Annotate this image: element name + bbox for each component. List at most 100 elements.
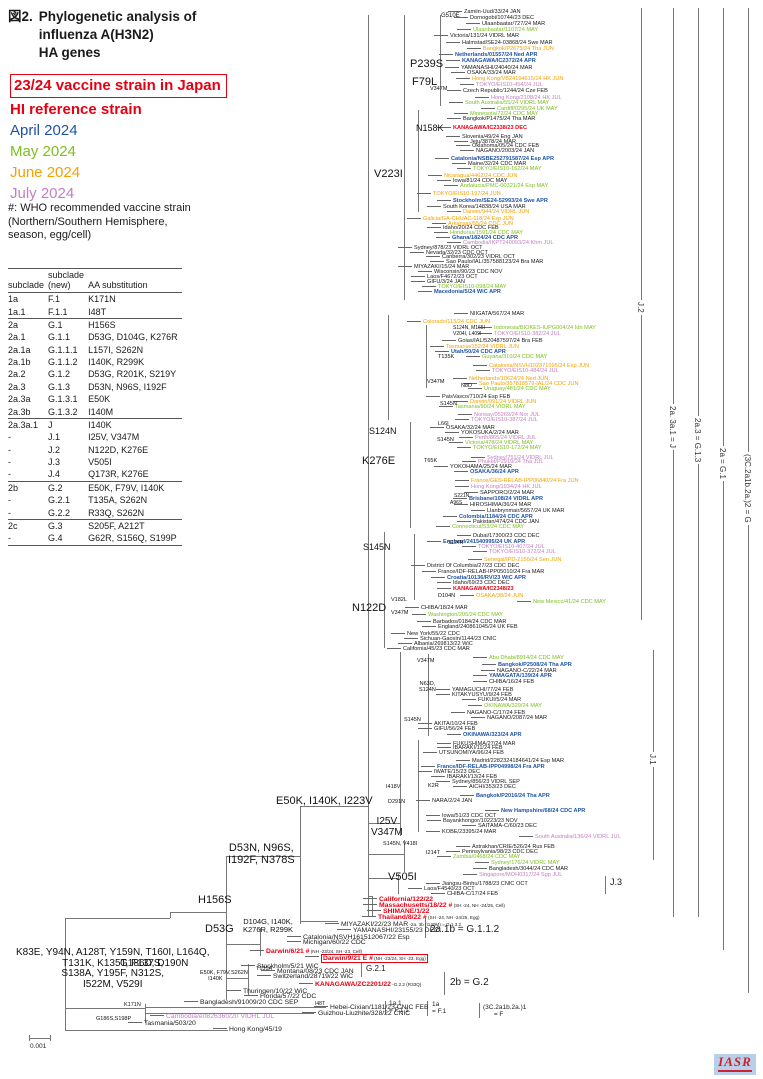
branch-line <box>385 1001 386 1014</box>
branch-tick <box>431 776 445 777</box>
branch-tick <box>430 346 444 347</box>
leaf-label: Darwin/991/24 VIDRL JUN <box>470 399 537 405</box>
branch-tick <box>463 874 477 875</box>
leaf-label: KANAGAWA/IC2372/24 APR <box>462 58 536 64</box>
branch-tick <box>449 442 463 443</box>
table-row: - G.2.2 R33Q, S262N <box>8 506 182 520</box>
branch-tick <box>475 862 489 863</box>
leaf-label: Ghana/1824/24 CDC APR <box>452 235 519 241</box>
table-cell: K171N <box>88 294 116 305</box>
table-row: 2a.1a G.1.1.1 L157I, S262N <box>8 344 182 356</box>
leaf-label: Oklahoma/05/24 CDC FEB <box>472 143 540 149</box>
table-cell: J.4 <box>48 468 89 482</box>
branch-tick <box>446 60 460 61</box>
clade-bracket-label: J.1 <box>648 752 657 767</box>
table-cell: - <box>8 468 49 482</box>
leaf-label: Czech Republic/1244/24 Cze FEB <box>463 88 548 94</box>
table-cell: Q173R, K276E <box>88 468 182 482</box>
table-cell: 2a.1a <box>8 344 31 355</box>
leaf-label: Goias/IAL/520487597/24 Bra FEB <box>458 338 543 344</box>
branch-tick <box>478 327 492 328</box>
branch-line <box>361 963 362 977</box>
branch-line <box>444 972 445 995</box>
branch-line <box>170 912 226 913</box>
node-mutation-label: T135K <box>438 354 455 360</box>
table-cell: - <box>8 532 49 546</box>
branch-line <box>368 896 372 897</box>
leaf-label: OKINAWA/323/24 APR <box>463 732 522 738</box>
table-cell: I140K, R299K <box>88 357 145 368</box>
branch-tick <box>407 321 421 322</box>
leaf-label: SAITAMA-C/60/23 DEC <box>478 823 537 829</box>
branch-tick <box>427 206 441 207</box>
table-cell: E50K, F79V, I140K <box>88 482 165 493</box>
branch-tick <box>418 271 432 272</box>
branch-tick <box>457 447 471 448</box>
subclade-table: subclade subclade (new) AA substitution 1a… <box>8 268 182 546</box>
leaf-label: Zambia/0468/24 CDC MAY <box>453 854 521 860</box>
node-mutation-label: G186S,S198P <box>96 1016 132 1022</box>
branch-tick <box>457 521 471 522</box>
table-cell: G62R, S156Q, S199P <box>88 532 182 546</box>
table-row: - J.1 I25V, V347M <box>8 431 182 443</box>
branch-line <box>226 856 227 1000</box>
leaf-label: Dornogobi/10744/23 DEC <box>470 15 535 21</box>
branch-tick <box>150 1015 164 1016</box>
leaf-label: Iowa/81/24 CDC MAY <box>453 178 508 184</box>
branch-tick <box>363 904 377 905</box>
branch-tick <box>453 378 467 379</box>
clade-label: 1a = F.1 <box>432 1001 447 1016</box>
branch-tick <box>363 898 377 899</box>
leaf-label: Norway/05269/24 Nor JUL <box>474 412 540 418</box>
branch-tick <box>431 893 445 894</box>
node-mutation-label: K83E, Y94N, A128T, Y159N, T160I, L164Q, … <box>16 947 210 990</box>
table-cell: J.1 <box>48 432 61 443</box>
leaf-label: TOKYO/EIS10-484/24 JUL <box>492 368 559 374</box>
leaf-label: Netherlands/01557/24 Ned APR <box>455 52 538 58</box>
figure-title-text: Phylogenetic analysis of influenza A(H3N… <box>38 9 197 60</box>
leaf-label: Halmstad/SE24-03868/24 Swe MAR <box>462 40 553 46</box>
branch-tick <box>437 747 451 748</box>
leaf-label: Canberra/302/23 VIDRL OCT <box>442 254 516 260</box>
leaf-label: TOKYO/EIS10-162/24 MAY <box>473 166 542 172</box>
leaf-label: UTSUNOMIYA/96/24 FEB <box>439 750 504 756</box>
leaf-label: Laos/F4672/23 OCT <box>427 274 478 280</box>
leaf-label: MIYAZAKI/15/24 MAR <box>414 264 470 270</box>
leaf-label: Darwin/6/21 # (NH -23/24, SH -23, Cell) <box>266 948 363 955</box>
branch-tick <box>455 486 469 487</box>
leaf-label: YAMANASHI/24040/24 MAR <box>461 65 533 71</box>
table-cell: 2b <box>8 482 19 493</box>
branch-tick <box>417 193 431 194</box>
branch-tick <box>213 1028 227 1029</box>
table-cell: V505I <box>88 457 112 468</box>
branch-tick <box>426 883 440 884</box>
node-mutation-label: D53N, N96S, I192F, N378S <box>228 842 295 866</box>
leaf-label: California/45/23 CDC MAR <box>403 646 470 652</box>
table-cell: 2a.3a.1 <box>8 419 39 430</box>
legend-item-5: July 2024 <box>10 185 75 202</box>
table-row: - J.3 V505I <box>8 456 182 468</box>
leaf-label: Hong Kong/1934/24 HK JUL <box>471 484 542 490</box>
leaf-label: YOKOHAMA/25/24 MAR <box>450 464 512 470</box>
branch-line <box>440 15 441 106</box>
table-cell: G.1.1.2 <box>48 357 78 368</box>
table-cell: - <box>8 506 49 520</box>
leaf-label: Barbados/0184/24 CDC MAR <box>433 619 507 625</box>
table-cell: G.1.2 <box>48 369 71 380</box>
branch-tick <box>437 743 451 744</box>
leaf-annotation: (SH -24, NH -24/25, Cell) <box>452 903 505 908</box>
branch-tick <box>446 851 460 852</box>
figure-title: 図2. Phylogenetic analysis of influenza A(… <box>8 8 196 62</box>
node-mutation-label: S145N <box>363 542 391 552</box>
branch-tick <box>454 113 468 114</box>
leaf-label: SHIMANE/1/22 <box>383 908 430 915</box>
leaf-label: Sydney/176/24 VIDRL MAY <box>491 860 560 866</box>
branch-line <box>260 928 261 956</box>
branch-tick <box>257 975 271 976</box>
branch-tick <box>468 388 482 389</box>
node-mutation-label: V347M <box>430 86 448 92</box>
branch-tick <box>466 23 480 24</box>
branch-tick <box>457 535 471 536</box>
leaf-label: IBARAKI/13/24 FEB <box>447 774 498 780</box>
